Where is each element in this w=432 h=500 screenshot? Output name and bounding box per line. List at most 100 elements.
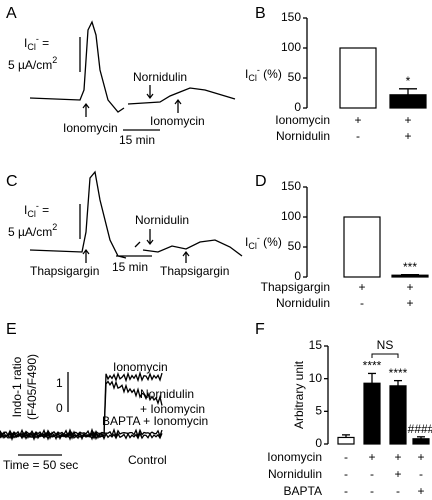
y-label: Indo-1 ratio: [10, 356, 24, 417]
panel-letter: B: [255, 5, 266, 22]
bar: [412, 438, 430, 445]
current-label: ICl- (%): [245, 65, 282, 83]
condition-sign: +: [394, 467, 401, 481]
significance: ***: [403, 260, 417, 274]
significance: ****: [363, 359, 382, 373]
scale-label: 5 µA/cm2: [8, 222, 57, 239]
current-label: ICl- (%): [245, 233, 282, 251]
label-part: 5 µA/cm: [8, 58, 52, 72]
condition-sign: -: [356, 129, 360, 143]
y-tick-label: 0: [294, 269, 301, 283]
bar: [337, 436, 355, 445]
current-label: ICl- =: [24, 34, 49, 52]
condition-sign: +: [406, 280, 413, 294]
y-tick-label: 100: [281, 40, 301, 54]
significance: ****: [389, 366, 408, 380]
y-label: Arbitrary unit: [292, 360, 306, 429]
scale-label: 5 µA/cm2: [8, 55, 57, 72]
label-part: -: [257, 65, 260, 75]
scale-tick: 0: [56, 401, 63, 415]
label-part: Cl: [27, 42, 36, 52]
panel-letter: F: [255, 321, 265, 338]
annotation: Nornidulin: [140, 387, 194, 401]
label-part: Cl: [248, 73, 257, 83]
annotation: Ionomycin: [150, 114, 205, 128]
condition-sign: -: [360, 296, 364, 310]
bar: [389, 385, 407, 445]
arrow-head: [146, 239, 154, 245]
panel-letter: D: [255, 173, 267, 190]
time-scale: 15 min: [112, 260, 148, 274]
panel-letter: E: [6, 321, 17, 338]
trace-line: [29, 20, 125, 113]
y-tick-label: 150: [281, 10, 301, 24]
condition-sign: +: [394, 450, 401, 464]
bar: [391, 274, 429, 278]
bar: [343, 216, 381, 278]
label-part: -: [36, 34, 39, 44]
trace-line: [0, 431, 163, 442]
label-part: I: [24, 36, 27, 50]
condition-sign: -: [344, 484, 348, 498]
time-scale: 15 min: [119, 133, 155, 147]
label-part: =: [39, 203, 49, 217]
condition-sign: +: [368, 450, 375, 464]
y-label: (F405/F490): [25, 354, 39, 420]
arrow-head: [82, 103, 90, 109]
condition-sign: +: [417, 450, 424, 464]
y-tick-label: 150: [281, 179, 301, 193]
significance: ####: [408, 422, 432, 436]
bracket: [371, 353, 399, 358]
annotation: + Ionomycin: [140, 402, 205, 416]
label-part: =: [39, 36, 49, 50]
condition-sign: -: [344, 467, 348, 481]
trace-line: [0, 380, 163, 441]
condition-sign: -: [344, 450, 348, 464]
condition-name: Nornidulin: [268, 467, 322, 481]
bar: [389, 94, 427, 109]
y-tick-label: 0: [294, 100, 301, 114]
condition-sign: -: [370, 467, 374, 481]
y-tick-label: 50: [288, 70, 302, 84]
condition-sign: +: [358, 280, 365, 294]
condition-sign: +: [404, 113, 411, 127]
label-part: Cl: [248, 241, 257, 251]
current-label: ICl- =: [24, 201, 49, 219]
panel-letter: A: [6, 5, 17, 22]
condition-name: Thapsigargin: [261, 280, 330, 294]
y-tick-label: 15: [309, 338, 323, 352]
trace-line: [134, 239, 243, 257]
label-part: -: [36, 201, 39, 211]
condition-sign: +: [354, 113, 361, 127]
condition-name: Ionomycin: [275, 113, 330, 127]
label-part: I: [245, 67, 248, 81]
condition-sign: -: [396, 484, 400, 498]
condition-sign: +: [406, 296, 413, 310]
condition-sign: -: [370, 484, 374, 498]
label-part: 5 µA/cm: [8, 225, 52, 239]
annotation: Nornidulin: [135, 213, 189, 227]
condition-name: BAPTA: [284, 484, 322, 498]
label-part: -: [257, 233, 260, 243]
y-tick-label: 5: [315, 404, 322, 418]
annotation: Thapsigargin: [30, 264, 99, 278]
trace-line: [127, 87, 236, 105]
arrow-head: [82, 249, 90, 255]
y-tick-label: 10: [309, 371, 323, 385]
bar: [363, 382, 381, 445]
significance: *: [406, 74, 411, 88]
condition-name: Nornidulin: [276, 296, 330, 310]
label-part: I: [24, 203, 27, 217]
label-part: 2: [52, 55, 57, 65]
arrow-head: [182, 251, 190, 257]
annotation: Nornidulin: [133, 70, 187, 84]
y-tick-label: 50: [288, 239, 302, 253]
y-tick-label: 100: [281, 209, 301, 223]
annotation: Control: [128, 453, 167, 467]
label-part: 2: [52, 222, 57, 232]
condition-name: Nornidulin: [276, 129, 330, 143]
y-tick-label: 0: [315, 436, 322, 450]
condition-name: Ionomycin: [267, 450, 322, 464]
bracket-label: NS: [377, 338, 394, 352]
